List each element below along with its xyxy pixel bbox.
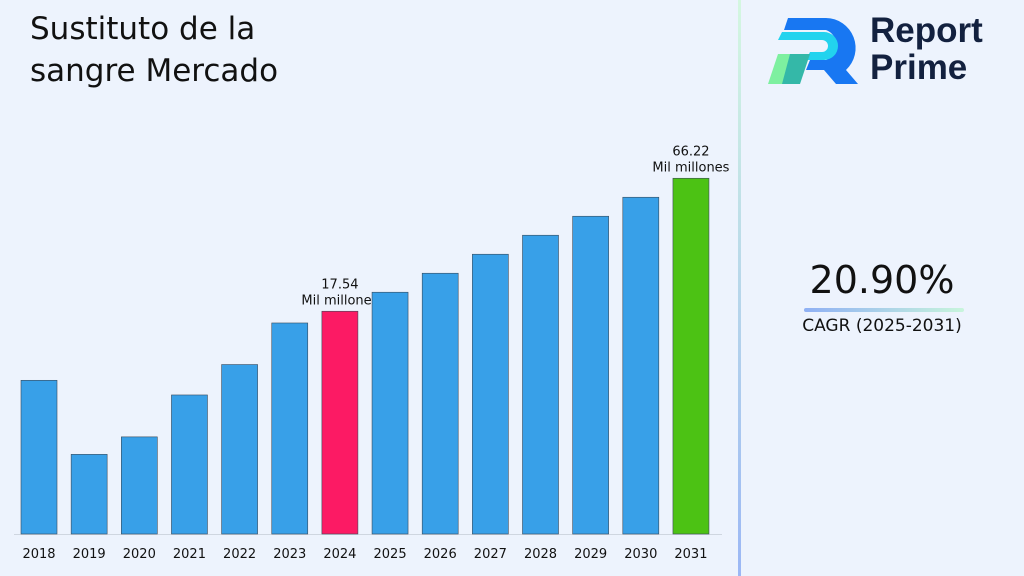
bar-2018 — [20, 379, 58, 535]
bar-2026 — [421, 272, 459, 535]
x-tick-label-2026: 2026 — [424, 547, 457, 562]
bar-2019 — [70, 454, 108, 535]
bar-2020 — [121, 436, 158, 535]
x-tick-label-2029: 2029 — [574, 547, 607, 562]
data-label-unit-2024: Mil millones — [301, 293, 378, 308]
chart-title: Sustituto de la sangre Mercado — [30, 11, 279, 89]
x-tick-label-2025: 2025 — [374, 547, 407, 562]
report-prime-logo — [768, 18, 858, 84]
x-tick-label-2024: 2024 — [323, 547, 356, 562]
x-tick-label-2018: 2018 — [22, 547, 55, 562]
bar-2031 — [672, 177, 710, 535]
x-tick-label-2022: 2022 — [223, 547, 256, 562]
x-tick-label-2020: 2020 — [123, 547, 156, 562]
cagr-value: 20.90% — [809, 258, 955, 302]
x-tick-label-2027: 2027 — [474, 547, 507, 562]
x-tick-label-2019: 2019 — [73, 547, 106, 562]
bar-2021 — [171, 394, 208, 535]
data-label-value-2031: 66.22 — [672, 144, 709, 159]
cagr-underline — [804, 308, 964, 312]
brand-line1: Report — [870, 11, 983, 50]
bar-2025 — [371, 291, 409, 535]
bar-2028 — [522, 234, 559, 535]
bar-2030 — [622, 196, 660, 535]
x-tick-label-2021: 2021 — [173, 547, 206, 562]
bar-2024 — [321, 310, 359, 535]
bar-2029 — [572, 215, 609, 535]
brand-name: Report Prime — [870, 12, 983, 86]
divider — [738, 0, 741, 576]
data-label-unit-2031: Mil millones — [652, 160, 729, 175]
x-tick-label-2030: 2030 — [624, 547, 657, 562]
data-label-value-2024: 17.54 — [321, 277, 358, 292]
brand-line2: Prime — [870, 48, 968, 87]
x-tick-label-2028: 2028 — [524, 547, 557, 562]
x-tick-label-2031: 2031 — [674, 547, 707, 562]
bar-2022 — [221, 364, 258, 535]
cagr-label: CAGR (2025-2031) — [802, 316, 962, 336]
bar-2023 — [271, 322, 309, 535]
x-tick-label-2023: 2023 — [273, 547, 306, 562]
bar-2027 — [472, 253, 509, 535]
